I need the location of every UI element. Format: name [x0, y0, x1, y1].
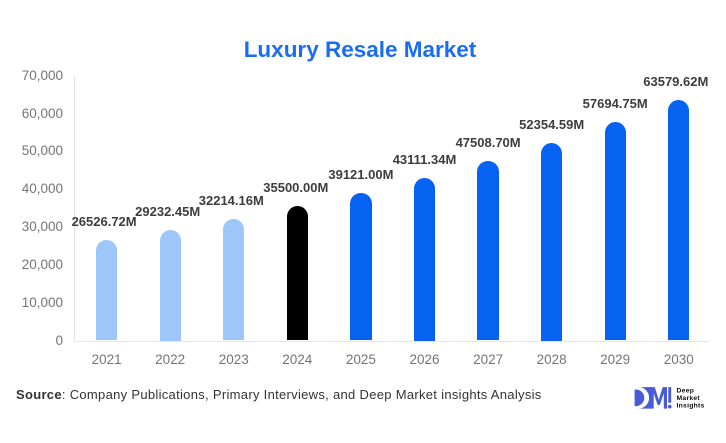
svg-text:Deep: Deep: [677, 388, 695, 395]
svg-text:Insights: Insights: [677, 402, 705, 409]
svg-text:Market: Market: [677, 395, 701, 402]
